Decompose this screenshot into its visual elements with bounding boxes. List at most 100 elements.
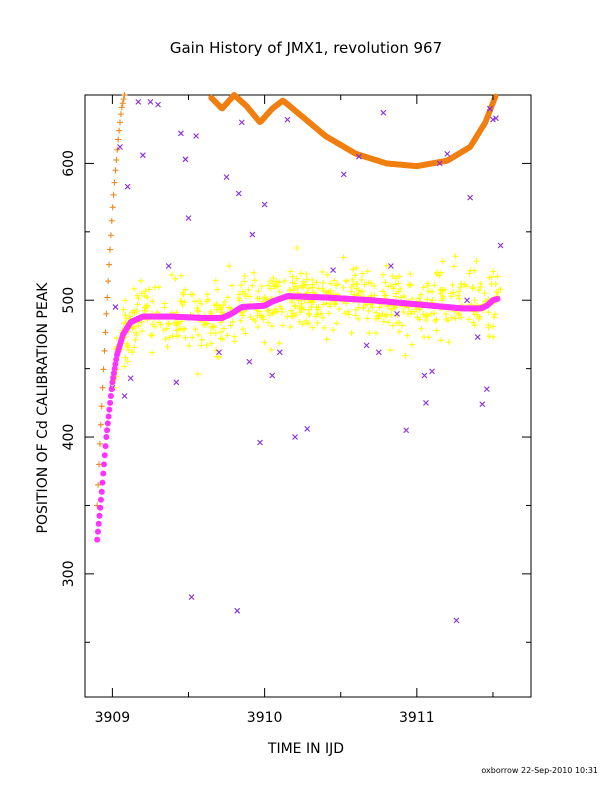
purple-point xyxy=(429,368,435,375)
purple-point xyxy=(165,263,172,269)
yellow-point xyxy=(250,269,257,276)
yellow-point xyxy=(277,303,284,310)
orange-rise-point xyxy=(96,440,103,447)
yellow-point xyxy=(392,281,399,288)
orange-rise-point xyxy=(120,96,127,103)
yellow-point xyxy=(323,299,330,306)
yellow-point xyxy=(481,289,488,296)
yellow-point xyxy=(320,288,327,295)
orange-rise-point xyxy=(116,127,123,134)
yellow-point xyxy=(130,323,137,330)
yellow-point xyxy=(465,316,472,323)
yellow-point xyxy=(425,288,432,295)
yellow-point xyxy=(305,285,312,292)
yellow-point xyxy=(314,306,321,313)
orange-rise-point xyxy=(117,119,124,126)
yellow-point xyxy=(160,327,167,334)
yellow-point xyxy=(438,337,445,344)
magenta-trend-point xyxy=(108,386,115,393)
purple-point xyxy=(375,349,382,356)
purple-point xyxy=(467,194,474,201)
yellow-point xyxy=(332,282,339,289)
yellow-point xyxy=(195,331,202,338)
yellow-point xyxy=(164,343,171,350)
yellow-point xyxy=(219,336,226,343)
yellow-point xyxy=(432,318,439,325)
yellow-point xyxy=(489,274,496,281)
yellow-point xyxy=(249,282,256,289)
magenta-trend-point xyxy=(94,536,101,543)
yellow-point xyxy=(310,299,317,306)
yellow-point xyxy=(133,331,140,338)
purple-point xyxy=(124,183,131,190)
purple-point xyxy=(193,133,200,139)
yellow-point xyxy=(137,277,144,284)
yellow-point xyxy=(313,279,320,286)
yellow-point xyxy=(195,308,202,315)
yellow-point xyxy=(237,317,244,324)
yellow-point xyxy=(477,284,484,291)
yellow-point xyxy=(292,302,299,309)
orange-rise-point xyxy=(105,278,112,285)
yellow-point xyxy=(304,276,311,283)
yellow-point xyxy=(490,333,497,340)
yellow-point xyxy=(303,270,310,277)
yellow-point xyxy=(186,342,193,349)
yellow-point xyxy=(485,322,492,329)
magenta-trend-point xyxy=(103,434,110,441)
magenta-trend-point xyxy=(100,470,107,477)
yellow-point xyxy=(456,295,463,302)
purple-point xyxy=(493,115,499,122)
magenta-trend-point xyxy=(104,420,111,427)
yellow-point xyxy=(379,311,386,318)
yellow-point xyxy=(256,295,263,302)
magenta-trend-point xyxy=(494,295,501,302)
purple-point xyxy=(155,101,161,108)
orange-rise-point xyxy=(113,156,120,163)
purple-point xyxy=(249,231,256,238)
yellow-point xyxy=(298,300,305,307)
yellow-point xyxy=(352,272,359,279)
yellow-point xyxy=(227,322,234,329)
yellow-point xyxy=(383,262,390,269)
yellow-point xyxy=(293,312,300,319)
orange-curve-point xyxy=(492,93,499,100)
yellow-point xyxy=(255,288,262,295)
yellow-point xyxy=(420,284,427,291)
yellow-point xyxy=(269,280,276,287)
yellow-point xyxy=(354,280,361,287)
yellow-point xyxy=(131,344,138,351)
yellow-point xyxy=(470,319,477,326)
magenta-trend-point xyxy=(107,399,114,406)
yellow-point xyxy=(355,315,362,322)
yellow-point xyxy=(455,311,462,318)
yellow-point xyxy=(203,342,210,349)
purple-point xyxy=(474,334,481,341)
yellow-point xyxy=(382,279,389,286)
magenta-trend-point xyxy=(109,379,116,386)
purple-point xyxy=(340,171,347,178)
yellow-point xyxy=(290,313,297,320)
yellow-point xyxy=(174,319,181,326)
yellow-point xyxy=(289,279,296,286)
yellow-point xyxy=(320,301,327,308)
x-tick-label: 3910 xyxy=(247,710,283,726)
yellow-point xyxy=(242,330,249,337)
yellow-point xyxy=(192,326,199,333)
yellow-point xyxy=(293,275,300,282)
yellow-point xyxy=(389,273,396,280)
purple-point xyxy=(380,109,387,116)
yellow-point xyxy=(294,244,301,251)
yellow-point xyxy=(220,325,227,332)
purple-point xyxy=(330,267,337,274)
purple-point xyxy=(178,130,184,137)
yellow-point xyxy=(375,313,382,320)
purple-point xyxy=(464,297,470,304)
purple-point xyxy=(276,349,283,356)
yellow-point xyxy=(364,315,371,322)
yellow-point xyxy=(365,279,372,286)
magenta-trend-point xyxy=(101,461,108,468)
yellow-point xyxy=(214,286,221,293)
yellow-point xyxy=(433,316,440,323)
yellow-point xyxy=(168,271,175,278)
